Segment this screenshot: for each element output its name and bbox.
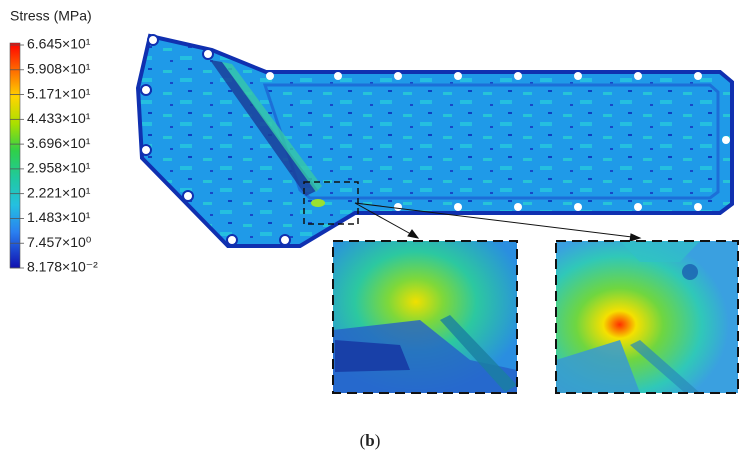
figure: Stress (MPa) 6.645×10¹ 5.908×10¹ 5.171×10¹… — [0, 0, 740, 459]
zoom-view-2 — [556, 241, 738, 393]
legend-label: 8.178×10⁻² — [27, 259, 98, 275]
legend-label: 7.457×10⁰ — [27, 234, 92, 250]
legend-label: 1.483×10¹ — [27, 209, 91, 225]
plate-model — [138, 35, 732, 246]
legend-label: 2.958×10¹ — [27, 160, 91, 176]
caption-letter: b — [365, 431, 374, 450]
legend-label: 5.908×10¹ — [27, 60, 91, 76]
legend-title: Stress (MPa) — [10, 8, 92, 24]
legend-label: 3.696×10¹ — [27, 135, 91, 151]
legend-label: 5.171×10¹ — [27, 85, 91, 101]
legend-label: 4.433×10¹ — [27, 110, 91, 126]
color-bar — [10, 43, 20, 268]
caption-close: ) — [375, 431, 381, 450]
legend-label: 6.645×10¹ — [27, 36, 91, 52]
zoom-view-1 — [333, 241, 517, 393]
legend-label: 2.221×10¹ — [27, 184, 91, 200]
legend-labels: 6.645×10¹ 5.908×10¹ 5.171×10¹ 4.433×10¹ 3.69… — [10, 36, 98, 275]
caption: (b) — [360, 431, 381, 450]
